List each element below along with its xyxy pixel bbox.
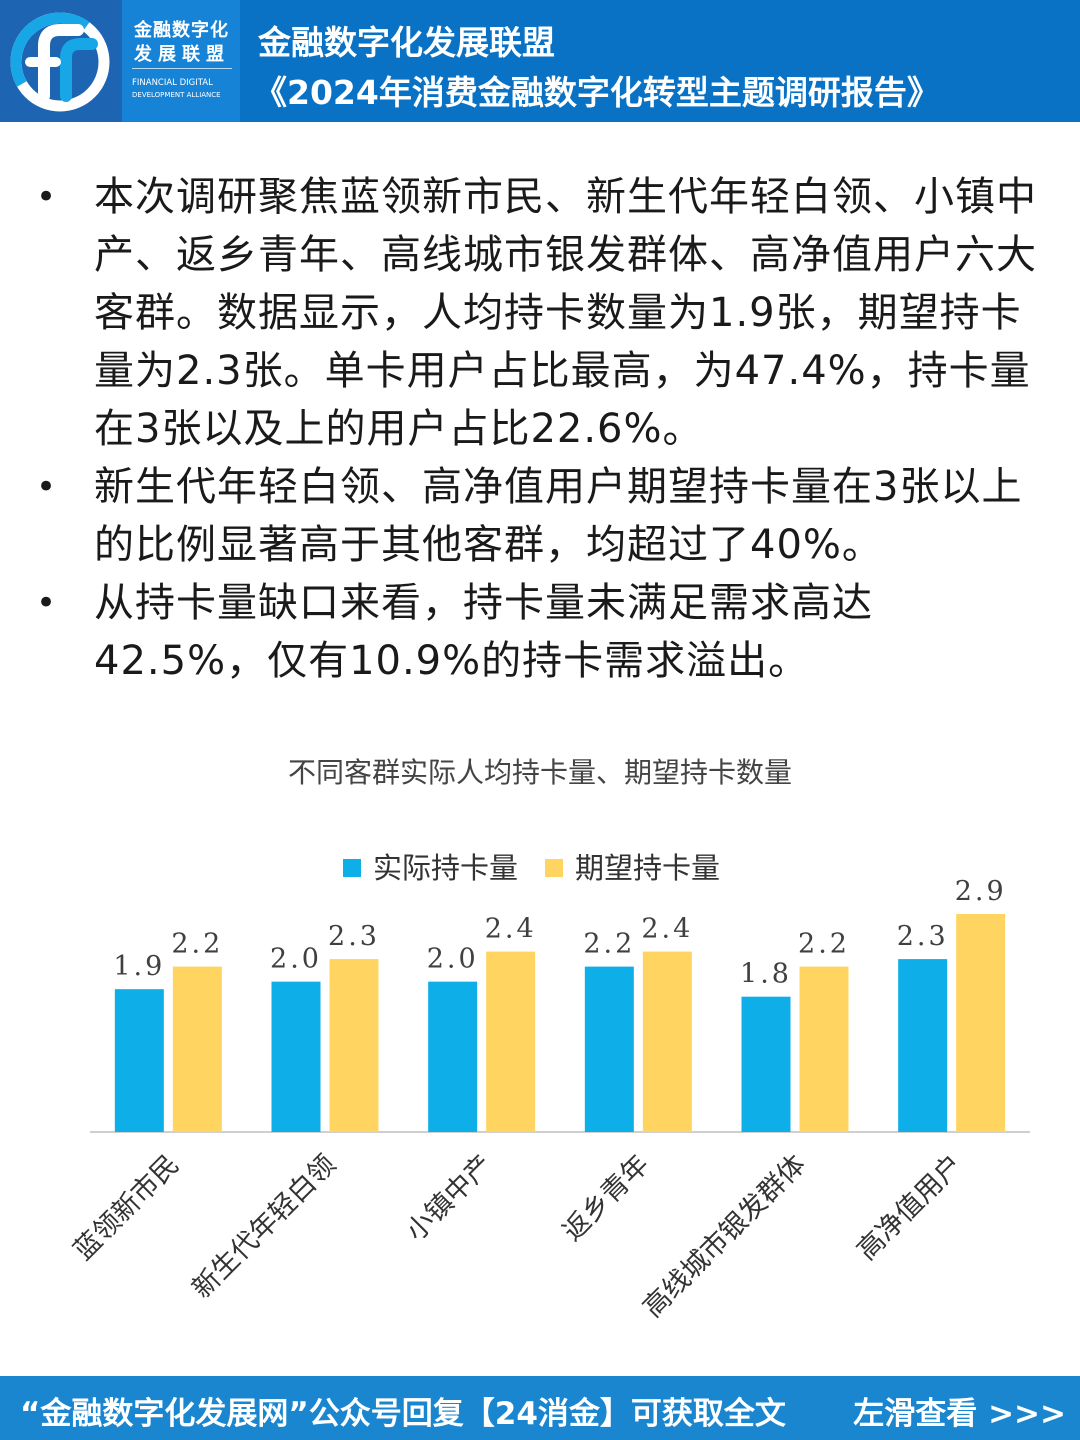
data-label: 2.9 bbox=[955, 876, 1007, 907]
bar bbox=[799, 966, 849, 1132]
summary-bullet: • 新生代年轻白领、高净值用户期望持卡量在3张以上的比例显著高于其他客群，均超过… bbox=[36, 458, 1046, 574]
data-label: 2.2 bbox=[798, 929, 850, 960]
bullet-dot-icon: • bbox=[36, 467, 58, 507]
x-tick-label: 新生代年轻白领 bbox=[186, 1149, 342, 1305]
bar bbox=[898, 959, 948, 1132]
x-tick-label: 返乡青年 bbox=[557, 1149, 655, 1247]
bullet-dot-icon: • bbox=[36, 583, 58, 623]
legend-label: 实际持卡量 bbox=[373, 851, 518, 885]
data-label: 2.3 bbox=[328, 921, 380, 952]
bar bbox=[741, 996, 791, 1132]
data-label: 2.4 bbox=[641, 914, 693, 945]
logo-divider bbox=[132, 68, 232, 69]
logo-en-line1: FINANCIAL DIGITAL bbox=[132, 78, 213, 88]
x-tick-label: 蓝领新市民 bbox=[68, 1149, 185, 1266]
data-label: 1.8 bbox=[740, 959, 792, 990]
x-tick-label: 高净值用户 bbox=[851, 1149, 968, 1266]
summary-bullet-list: • 本次调研聚焦蓝领新市民、新生代年轻白领、小镇中产、返乡青年、高线城市银发群体… bbox=[36, 168, 1046, 690]
logo-wordmark: 金融数字化 发展联盟 FINANCIAL DIGITAL DEVELOPMENT… bbox=[122, 0, 240, 122]
bar bbox=[486, 951, 536, 1132]
summary-bullet: • 本次调研聚焦蓝领新市民、新生代年轻白领、小镇中产、返乡青年、高线城市银发群体… bbox=[36, 168, 1046, 458]
data-label: 2.4 bbox=[485, 914, 537, 945]
header-bar: 金融数字化 发展联盟 FINANCIAL DIGITAL DEVELOPMENT… bbox=[0, 0, 1080, 122]
bullet-text: 新生代年轻白领、高净值用户期望持卡量在3张以上的比例显著高于其他客群，均超过了4… bbox=[94, 464, 1023, 568]
footer-bar: “金融数字化发展网”公众号回复【24消金】可获取全文 左滑查看 >>> bbox=[0, 1376, 1080, 1440]
bar bbox=[172, 966, 222, 1132]
data-label: 2.2 bbox=[171, 929, 223, 960]
logo-icon bbox=[0, 0, 122, 122]
x-tick-label: 小镇中产 bbox=[400, 1149, 498, 1247]
data-label: 2.0 bbox=[427, 944, 479, 975]
bullet-text: 从持卡量缺口来看，持卡量未满足需求高达42.5%，仅有10.9%的持卡需求溢出。 bbox=[94, 580, 873, 684]
data-label: 2.3 bbox=[897, 921, 949, 952]
footer-cta-text: “金融数字化发展网”公众号回复【24消金】可获取全文 bbox=[20, 1396, 786, 1432]
data-label: 2.2 bbox=[583, 929, 635, 960]
legend-swatch bbox=[545, 859, 563, 877]
logo-cn-line2: 发展联盟 bbox=[134, 44, 230, 65]
bar bbox=[584, 966, 634, 1132]
bar bbox=[271, 981, 321, 1132]
data-label: 2.0 bbox=[270, 944, 322, 975]
legend-swatch bbox=[343, 859, 361, 877]
bullet-dot-icon: • bbox=[36, 177, 58, 217]
bar bbox=[114, 989, 164, 1132]
swipe-hint[interactable]: 左滑查看 >>> bbox=[853, 1396, 1066, 1432]
logo-cn-line1: 金融数字化 bbox=[134, 20, 229, 41]
legend-label: 期望持卡量 bbox=[575, 851, 720, 885]
bar bbox=[428, 981, 478, 1132]
x-tick-label: 高线城市银发群体 bbox=[637, 1149, 812, 1324]
summary-bullet: • 从持卡量缺口来看，持卡量未满足需求高达42.5%，仅有10.9%的持卡需求溢… bbox=[36, 574, 1046, 690]
bullet-text: 本次调研聚焦蓝领新市民、新生代年轻白领、小镇中产、返乡青年、高线城市银发群体、高… bbox=[94, 174, 1037, 452]
bar bbox=[329, 959, 379, 1132]
header-report-title: 《2024年消费金融数字化转型主题调研报告》 bbox=[254, 73, 940, 112]
logo-en-line2: DEVELOPMENT ALLIANCE bbox=[132, 91, 221, 99]
bar bbox=[642, 951, 692, 1132]
chart-title: 不同客群实际人均持卡量、期望持卡数量 bbox=[288, 756, 792, 789]
header-org-title: 金融数字化发展联盟 bbox=[258, 23, 555, 62]
bar bbox=[956, 914, 1006, 1132]
data-label: 1.9 bbox=[113, 951, 165, 982]
